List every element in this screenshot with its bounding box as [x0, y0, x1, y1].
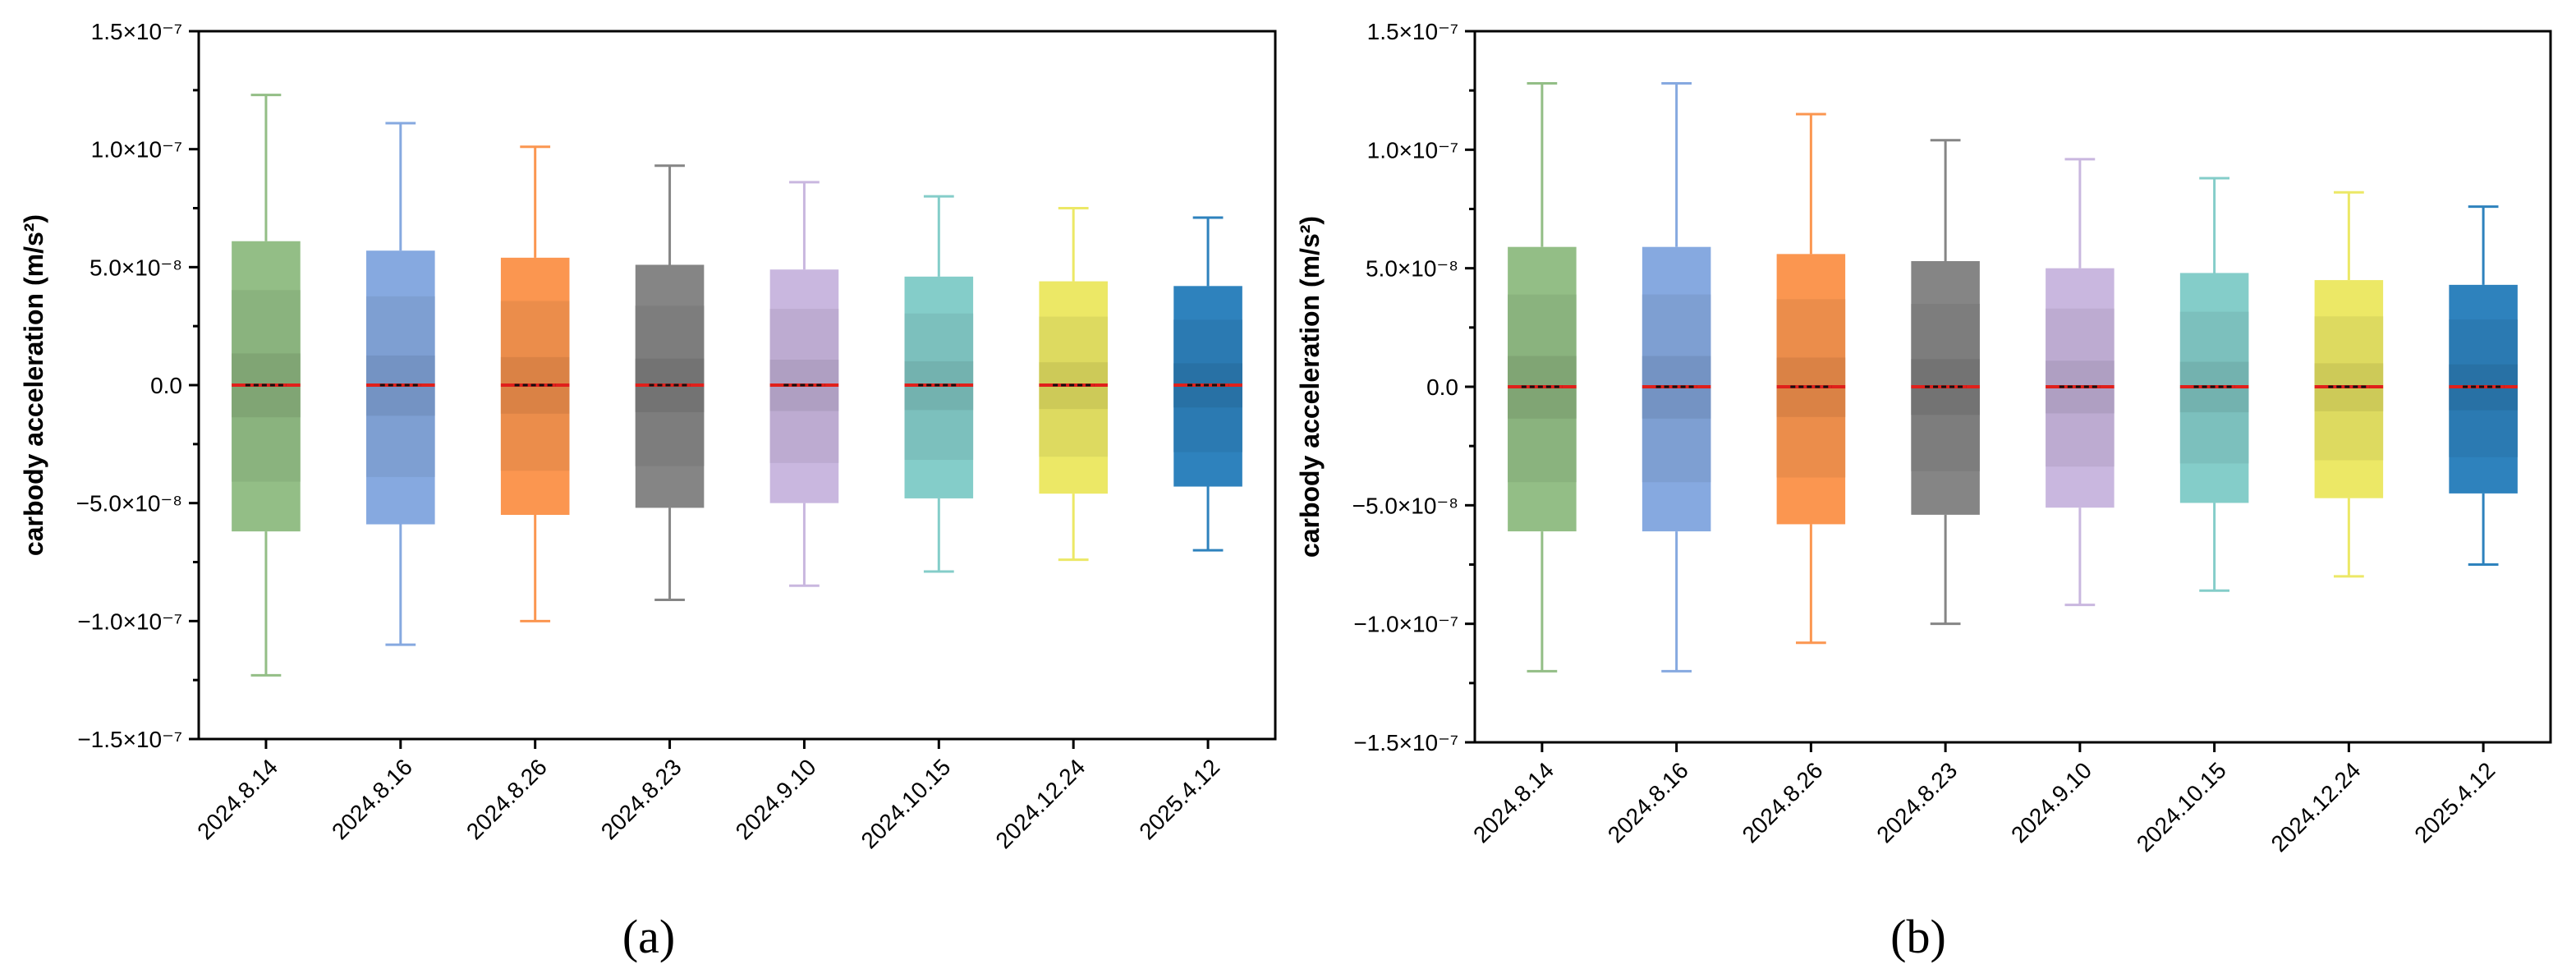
x-tick-label: 2024.9.10 [2006, 757, 2096, 847]
x-tick-label: 2024.12.24 [990, 754, 1090, 853]
y-tick-label: 1.5×10⁻⁷ [91, 19, 182, 44]
y-axis-title: carbody acceleration (m/s²) [1295, 216, 1325, 558]
box-2024.9.10 [769, 181, 839, 587]
panel-a: 1.5×10⁻⁷ 1.0×10⁻⁷ 5.0×10⁻⁸ 0.0 −5.0×10⁻⁸ −1.0… [19, 19, 1277, 963]
box-2024.12.24 [2314, 191, 2384, 578]
x-tick-label: 2024.10.15 [2132, 757, 2231, 856]
y-tick-label: 1.5×10⁻⁷ [1367, 19, 1458, 44]
y-tick-label: 5.0×10⁻⁸ [90, 255, 182, 280]
box-2024.8.14 [1508, 82, 1577, 673]
box-2025.4.12 [1173, 216, 1242, 552]
plot-frame [197, 30, 1277, 741]
y-tick-label: 0.0 [150, 373, 182, 398]
y-tick-label: 5.0×10⁻⁸ [1366, 256, 1458, 282]
plot-frame [1473, 30, 2552, 744]
panel-label: (b) [1890, 910, 1946, 963]
y-tick-label: −5.0×10⁻⁸ [1352, 493, 1458, 518]
x-tick-label: 2025.4.12 [1134, 754, 1224, 844]
x-tick-label: 2024.12.24 [2266, 757, 2366, 856]
panel-label: (a) [622, 910, 675, 963]
y-tick-label: −1.5×10⁻⁷ [1353, 730, 1458, 755]
box-2024.8.23 [635, 164, 705, 601]
y-tick-label: −1.0×10⁻⁷ [1353, 612, 1458, 637]
box-2024.8.26 [1776, 112, 1846, 645]
y-tick-label: 0.0 [1426, 374, 1458, 400]
box-2024.8.16 [1642, 82, 1711, 673]
box-2024.10.15 [904, 195, 974, 573]
x-tick-label: 2024.8.23 [596, 754, 686, 844]
box-2024.8.26 [500, 145, 570, 622]
y-tick-label: −1.0×10⁻⁷ [77, 608, 182, 634]
x-tick-label: 2024.8.16 [1603, 757, 1693, 847]
y-tick-label: 1.0×10⁻⁷ [91, 137, 182, 163]
box-2024.8.23 [1911, 139, 1980, 626]
y-tick-label: −1.5×10⁻⁷ [77, 727, 182, 752]
box-2024.9.10 [2046, 158, 2115, 607]
y-tick-label: −5.0×10⁻⁸ [76, 491, 182, 517]
x-tick-label: 2024.8.14 [1468, 757, 1559, 847]
x-tick-label: 2025.4.12 [2409, 757, 2500, 847]
x-tick-label: 2024.8.14 [192, 754, 282, 844]
x-tick-label: 2024.8.26 [1738, 757, 1828, 847]
box-2024.12.24 [1039, 207, 1108, 562]
x-tick-label: 2024.9.10 [731, 754, 821, 844]
box-2024.8.14 [232, 94, 301, 677]
x-tick-label: 2024.8.23 [1871, 757, 1962, 847]
y-tick-label: 1.0×10⁻⁷ [1367, 137, 1458, 163]
panel-b: 1.5×10⁻⁷ 1.0×10⁻⁷ 5.0×10⁻⁸ 0.0 −5.0×10⁻⁸ −1.0… [1295, 19, 2552, 963]
x-tick-label: 2024.10.15 [856, 754, 956, 853]
box-2025.4.12 [2449, 205, 2518, 566]
x-tick-label: 2024.8.26 [461, 754, 552, 844]
box-2024.8.16 [366, 122, 435, 646]
x-tick-label: 2024.8.16 [327, 754, 417, 844]
y-axis-title: carbody acceleration (m/s²) [19, 214, 48, 556]
box-2024.10.15 [2179, 177, 2249, 592]
